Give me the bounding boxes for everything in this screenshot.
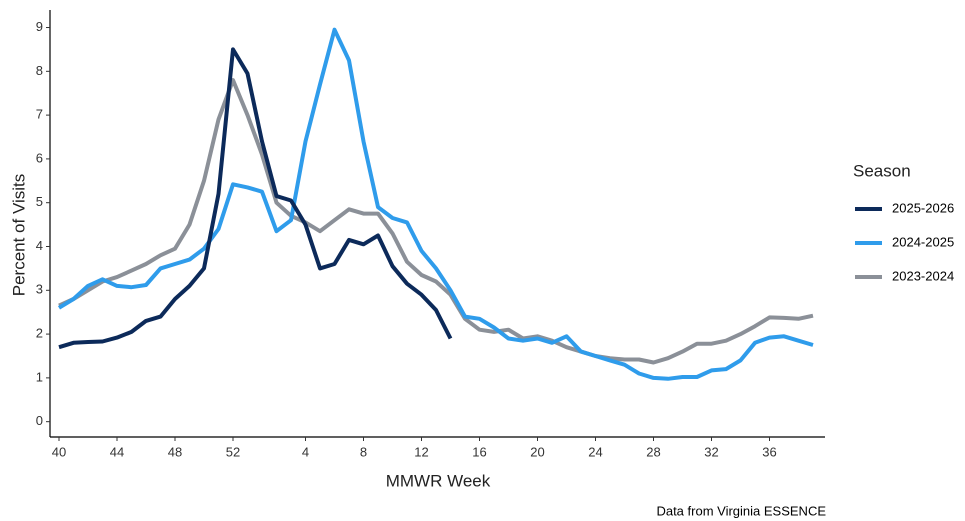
legend-label: 2023-2024 xyxy=(892,268,954,283)
x-tick-label: 36 xyxy=(762,444,776,459)
y-tick-label: 9 xyxy=(36,19,43,34)
legend-title: Season xyxy=(853,161,911,180)
x-tick-label: 16 xyxy=(472,444,486,459)
x-tick-label: 12 xyxy=(414,444,428,459)
series-line xyxy=(57,27,814,381)
series-line xyxy=(58,47,453,350)
y-tick-label: 0 xyxy=(36,413,43,428)
x-tick-label: 24 xyxy=(588,444,602,459)
x-tick-label: 8 xyxy=(360,444,367,459)
x-axis-title: MMWR Week xyxy=(386,471,491,490)
y-tick-label: 1 xyxy=(36,369,43,384)
y-tick-label: 7 xyxy=(36,107,43,122)
y-tick-label: 4 xyxy=(36,238,43,253)
y-tick-label: 2 xyxy=(36,326,43,341)
x-tick-label: 28 xyxy=(646,444,660,459)
x-tick-label: 20 xyxy=(530,444,544,459)
y-tick-label: 8 xyxy=(36,63,43,78)
caption: Data from Virginia ESSENCE xyxy=(656,503,826,518)
series-line xyxy=(58,78,814,365)
y-tick-label: 6 xyxy=(36,150,43,165)
x-tick-label: 32 xyxy=(704,444,718,459)
x-tick-label: 40 xyxy=(52,444,66,459)
x-tick-label: 4 xyxy=(302,444,309,459)
x-tick-label: 44 xyxy=(110,444,124,459)
y-tick-label: 5 xyxy=(36,194,43,209)
legend-label: 2024-2025 xyxy=(892,234,954,249)
y-tick-label: 3 xyxy=(36,282,43,297)
y-axis-title: Percent of Visits xyxy=(9,174,28,297)
legend-label: 2025-2026 xyxy=(892,200,954,215)
x-tick-label: 48 xyxy=(168,444,182,459)
x-tick-label: 52 xyxy=(226,444,240,459)
